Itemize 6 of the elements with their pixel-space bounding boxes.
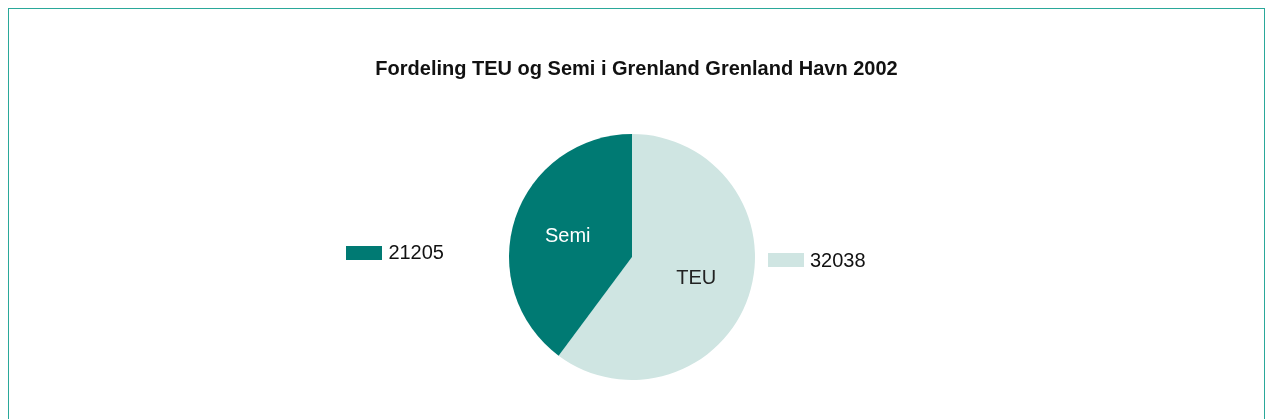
slice-label: Semi [544,223,591,246]
data-label: 32038 [810,248,866,272]
pie-slice [509,134,632,356]
chart-title: Fordeling TEU og Semi i Grenland Grenland Havn 2002 [375,57,898,79]
data-label: 21205 [388,241,444,265]
slice-label: TEU [676,266,717,289]
